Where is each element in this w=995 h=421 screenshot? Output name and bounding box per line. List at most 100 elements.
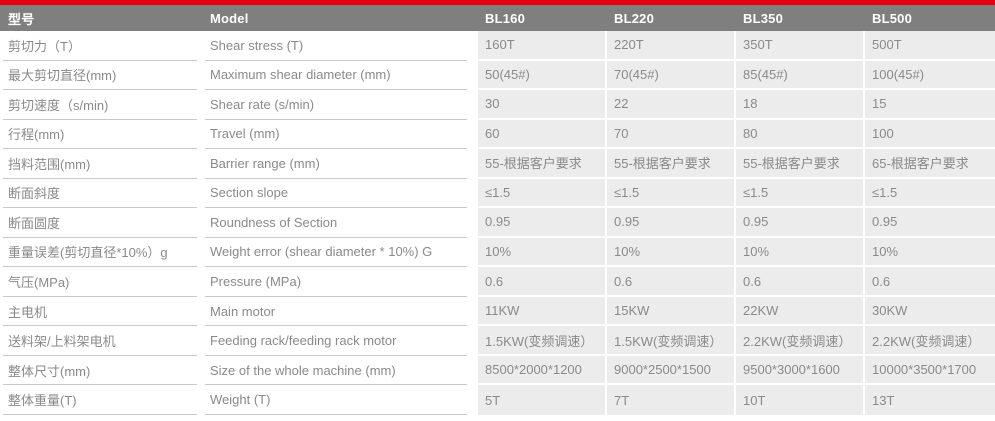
value-bl350: 0.6	[736, 267, 865, 297]
row-label-zh: 剪切力（T）	[3, 31, 197, 61]
row-label-en: Maximum shear diameter (mm)	[205, 61, 467, 91]
value-bl160: 0.6	[478, 267, 607, 297]
row-label-en: Weight (T)	[205, 385, 467, 415]
value-bl220: 1.5KW(变频调速）	[607, 326, 736, 356]
row-label-en: Travel (mm)	[205, 120, 467, 150]
value-bl220: 70(45#)	[607, 60, 736, 91]
table-row: 整体尺寸(mm) Size of the whole machine (mm) …	[0, 355, 995, 386]
value-bl160: 60	[478, 119, 607, 150]
value-bl160: 5T	[478, 385, 607, 415]
table-row: 送料架/上料架电机 Feeding rack/feeding rack moto…	[0, 326, 995, 356]
value-bl500: 2.2KW(变频调速）	[865, 326, 995, 356]
row-label-zh: 主电机	[3, 297, 197, 327]
row-label-zh: 挡料范围(mm)	[3, 149, 197, 179]
row-label-en: Barrier range (mm)	[205, 149, 467, 179]
row-label-en: Feeding rack/feeding rack motor	[205, 326, 467, 356]
value-bl160: 0.95	[478, 208, 607, 238]
value-bl500: 100	[865, 119, 995, 150]
column-gap	[470, 326, 478, 356]
value-bl350: 10T	[736, 385, 865, 415]
column-gap	[470, 296, 478, 327]
column-gap	[470, 355, 478, 386]
row-label-zh: 行程(mm)	[3, 120, 197, 150]
value-bl160: 10%	[478, 237, 607, 268]
row-label-en: Roundness of Section	[205, 208, 467, 238]
value-bl350: 2.2KW(变频调速）	[736, 326, 865, 356]
value-bl500: 65-根据客户要求	[865, 149, 995, 179]
row-label-zh: 重量误差(剪切直径*10%）g	[3, 238, 197, 268]
value-bl350: 0.95	[736, 208, 865, 238]
row-label-en: Shear rate (s/min)	[205, 90, 467, 120]
row-label-en: Pressure (MPa)	[205, 267, 467, 297]
value-bl160: 50(45#)	[478, 60, 607, 91]
value-bl220: 0.6	[607, 267, 736, 297]
table-row: 主电机 Main motor 11KW 15KW 22KW 30KW	[0, 296, 995, 327]
value-bl220: 70	[607, 119, 736, 150]
header-model-en: Model	[210, 10, 249, 26]
column-gap	[470, 31, 478, 61]
accent-top-rule	[0, 0, 995, 5]
value-bl220: 22	[607, 90, 736, 120]
column-gap	[470, 60, 478, 91]
value-bl500: 100(45#)	[865, 60, 995, 91]
column-gap	[470, 90, 478, 120]
value-bl500: 13T	[865, 385, 995, 415]
value-bl220: ≤1.5	[607, 178, 736, 209]
row-label-en: Shear stress (T)	[205, 31, 467, 61]
table-body: 剪切力（T） Shear stress (T) 160T 220T 350T 5…	[0, 31, 995, 415]
table-row: 最大剪切直径(mm) Maximum shear diameter (mm) 5…	[0, 60, 995, 91]
row-label-zh: 整体尺寸(mm)	[3, 356, 197, 386]
value-bl160: 8500*2000*1200	[478, 355, 607, 386]
column-gap	[470, 119, 478, 150]
value-bl350: 18	[736, 90, 865, 120]
table-row: 气压(MPa) Pressure (MPa) 0.6 0.6 0.6 0.6	[0, 267, 995, 297]
table-row: 挡料范围(mm) Barrier range (mm) 55-根据客户要求 55…	[0, 149, 995, 179]
row-label-en: Size of the whole machine (mm)	[205, 356, 467, 386]
row-label-en: Section slope	[205, 179, 467, 209]
value-bl500: 30KW	[865, 296, 995, 327]
value-bl500: 0.95	[865, 208, 995, 238]
value-bl500: 15	[865, 90, 995, 120]
value-bl160: 160T	[478, 31, 607, 61]
header-model-bl350: BL350	[743, 10, 784, 26]
row-label-en: Weight error (shear diameter * 10%) G	[205, 238, 467, 268]
row-label-zh: 断面圆度	[3, 208, 197, 238]
value-bl500: 10%	[865, 237, 995, 268]
column-gap	[470, 237, 478, 268]
table-row: 行程(mm) Travel (mm) 60 70 80 100	[0, 119, 995, 150]
row-label-zh: 气压(MPa)	[3, 267, 197, 297]
value-bl160: 55-根据客户要求	[478, 149, 607, 179]
table-row: 断面斜度 Section slope ≤1.5 ≤1.5 ≤1.5 ≤1.5	[0, 178, 995, 209]
value-bl350: 9500*3000*1600	[736, 355, 865, 386]
row-label-zh: 送料架/上料架电机	[3, 326, 197, 356]
value-bl350: 80	[736, 119, 865, 150]
header-model-bl160: BL160	[485, 10, 526, 26]
column-gap	[470, 178, 478, 209]
value-bl160: ≤1.5	[478, 178, 607, 209]
table-row: 重量误差(剪切直径*10%）g Weight error (shear diam…	[0, 237, 995, 268]
value-bl220: 10%	[607, 237, 736, 268]
value-bl350: 22KW	[736, 296, 865, 327]
value-bl350: 10%	[736, 237, 865, 268]
value-bl220: 55-根据客户要求	[607, 149, 736, 179]
header-model-bl220: BL220	[614, 10, 655, 26]
value-bl500: 10000*3500*1700	[865, 355, 995, 386]
value-bl500: ≤1.5	[865, 178, 995, 209]
table-row: 整体重量(T) Weight (T) 5T 7T 10T 13T	[0, 385, 995, 415]
value-bl350: ≤1.5	[736, 178, 865, 209]
value-bl160: 1.5KW(变频调速）	[478, 326, 607, 356]
table-header-row: 型号 Model BL160 BL220 BL350 BL500	[0, 5, 995, 31]
row-label-zh: 剪切速度（s/min)	[3, 90, 197, 120]
header-model-zh: 型号	[8, 11, 35, 27]
value-bl220: 220T	[607, 31, 736, 61]
value-bl220: 15KW	[607, 296, 736, 327]
value-bl160: 11KW	[478, 296, 607, 327]
table-row: 剪切速度（s/min) Shear rate (s/min) 30 22 18 …	[0, 90, 995, 120]
column-gap	[470, 385, 478, 415]
column-gap	[470, 208, 478, 238]
column-gap	[470, 149, 478, 179]
value-bl220: 7T	[607, 385, 736, 415]
value-bl160: 30	[478, 90, 607, 120]
value-bl350: 350T	[736, 31, 865, 61]
